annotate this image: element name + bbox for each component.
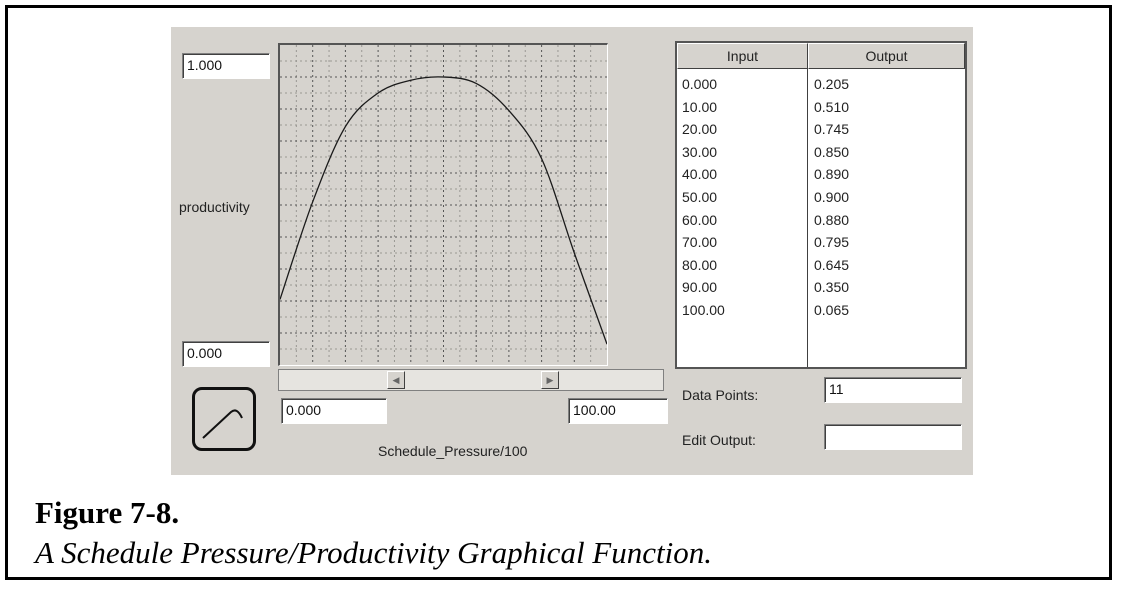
input-cell[interactable]: 40.00	[682, 166, 718, 183]
input-cell[interactable]: 80.00	[682, 256, 718, 273]
y-min-field[interactable]: 0.000	[182, 341, 270, 367]
output-column: 0.205 0.510 0.745 0.850 0.890 0.900 0.880 0.795…	[814, 73, 849, 322]
data-point[interactable]	[571, 250, 577, 256]
input-cell[interactable]: 30.00	[682, 143, 718, 160]
graph-type-icon[interactable]	[192, 387, 256, 451]
output-column-header[interactable]: Output	[808, 43, 965, 69]
output-cell[interactable]: 0.350	[814, 279, 850, 296]
input-cell[interactable]: 70.00	[682, 234, 718, 251]
scroll-left-icon[interactable]: ◀	[387, 371, 405, 389]
plot-svg	[280, 45, 607, 365]
graphical-function-panel: 1.000 productivity 0.000 ◀ ▶ 0.000 100.0…	[171, 27, 973, 475]
figure-frame: 1.000 productivity 0.000 ◀ ▶ 0.000 100.0…	[5, 5, 1112, 580]
output-cell[interactable]: 0.890	[814, 166, 850, 183]
input-cell[interactable]: 10.00	[682, 98, 718, 115]
output-cell[interactable]: 0.065	[814, 301, 850, 318]
y-axis-label: productivity	[179, 199, 250, 215]
data-point[interactable]	[441, 74, 447, 80]
data-table: Input Output 0.000 10.00 20.00 30.00 40.00 50…	[675, 41, 967, 369]
input-column-header[interactable]: Input	[677, 43, 808, 69]
input-cell[interactable]: 0.000	[682, 76, 718, 92]
scroll-right-icon[interactable]: ▶	[541, 371, 559, 389]
data-point[interactable]	[375, 90, 381, 96]
x-min-field[interactable]: 0.000	[281, 398, 387, 424]
y-max-field[interactable]: 1.000	[182, 53, 270, 79]
data-point[interactable]	[506, 108, 512, 114]
input-cell[interactable]: 60.00	[682, 211, 718, 228]
figure-caption: A Schedule Pressure/Productivity Graphic…	[35, 535, 712, 570]
input-cell[interactable]: 90.00	[682, 279, 718, 296]
column-divider	[807, 69, 808, 367]
data-point[interactable]	[342, 124, 348, 130]
output-cell[interactable]: 0.850	[814, 143, 850, 160]
input-cell[interactable]: 50.00	[682, 188, 718, 205]
data-points-label: Data Points:	[682, 387, 759, 403]
x-axis-label: Schedule_Pressure/100	[378, 443, 528, 459]
data-point[interactable]	[310, 199, 316, 205]
data-points-field[interactable]: 11	[824, 377, 962, 403]
productivity-curve[interactable]	[280, 76, 607, 345]
input-column: 0.000 10.00 20.00 30.00 40.00 50.00 60.00 70.00…	[682, 73, 725, 322]
output-cell[interactable]: 0.510	[814, 98, 850, 115]
output-cell[interactable]: 0.645	[814, 256, 850, 273]
input-cell[interactable]: 20.00	[682, 121, 718, 138]
data-point[interactable]	[280, 296, 283, 302]
output-cell[interactable]: 0.205	[814, 76, 850, 92]
data-point[interactable]	[408, 77, 414, 83]
edit-output-field[interactable]	[824, 424, 962, 450]
output-cell[interactable]: 0.880	[814, 211, 850, 228]
output-cell[interactable]: 0.795	[814, 234, 850, 251]
horizontal-scrollbar[interactable]: ◀ ▶	[278, 369, 664, 391]
x-max-field[interactable]: 100.00	[568, 398, 668, 424]
data-point[interactable]	[473, 80, 479, 86]
function-plot[interactable]	[278, 43, 608, 366]
output-cell[interactable]: 0.745	[814, 121, 850, 138]
figure-title: Figure 7-8.	[35, 495, 180, 530]
edit-output-label: Edit Output:	[682, 432, 756, 448]
data-point[interactable]	[539, 156, 545, 162]
data-point[interactable]	[604, 341, 607, 347]
input-cell[interactable]: 100.00	[682, 301, 725, 318]
output-cell[interactable]: 0.900	[814, 188, 850, 205]
